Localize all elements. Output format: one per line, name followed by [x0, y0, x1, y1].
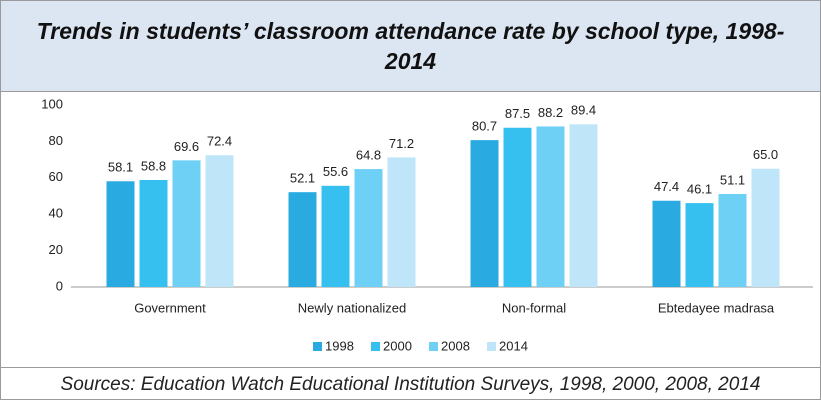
legend-swatch: [313, 342, 322, 351]
data-label: 72.4: [207, 134, 232, 149]
chart-title: Trends in students’ classroom attendance…: [36, 18, 785, 74]
source: Sources: Education Watch Educational Ins…: [1, 367, 820, 399]
data-label: 47.4: [654, 179, 679, 194]
x-tick-label: Non-formal: [502, 300, 566, 315]
bar: [652, 200, 681, 287]
data-label: 80.7: [472, 119, 497, 134]
legend-label: 1998: [325, 338, 354, 353]
bar: [718, 193, 747, 287]
legend-label: 2000: [383, 338, 412, 353]
y-tick-label: 20: [49, 242, 63, 257]
data-label: 64.8: [356, 148, 381, 163]
data-label: 52.1: [290, 171, 315, 186]
bar: [387, 157, 416, 287]
data-label: 65.0: [753, 147, 778, 162]
data-label: 51.1: [720, 172, 745, 187]
bar: [536, 126, 565, 287]
x-tick-label: Ebtedayee madrasa: [658, 300, 775, 315]
legend-label: 2014: [499, 338, 528, 353]
data-label: 58.1: [108, 160, 133, 175]
y-tick-label: 100: [41, 96, 63, 111]
bar: [751, 168, 780, 287]
legend-swatch: [429, 342, 438, 351]
x-tick-label: Newly nationalized: [298, 300, 406, 315]
title-box: Trends in students’ classroom attendance…: [1, 1, 820, 92]
bar: [288, 192, 317, 287]
legend-swatch: [371, 342, 380, 351]
y-tick-label: 60: [49, 169, 63, 184]
y-tick-label: 0: [56, 278, 63, 293]
data-label: 46.1: [687, 182, 712, 197]
bar: [321, 185, 350, 287]
x-tick-label: Government: [134, 300, 206, 315]
data-label: 87.5: [505, 106, 530, 121]
bar: [172, 160, 201, 287]
bar: [205, 155, 234, 287]
bar: [569, 124, 598, 288]
bar: [106, 181, 135, 287]
bar: [139, 179, 168, 287]
y-tick-label: 40: [49, 206, 63, 221]
data-label: 88.2: [538, 105, 563, 120]
chart: 0 20 40 60 80 100 Government 58.1 58.8 69.6 72.4 Ne…: [41, 96, 813, 353]
legend-label: 2008: [441, 338, 470, 353]
bar: [685, 203, 714, 287]
data-label: 55.6: [323, 164, 348, 179]
data-label: 69.6: [174, 139, 199, 154]
bar: [470, 140, 499, 287]
bar: [354, 169, 383, 287]
y-tick-label: 80: [49, 133, 63, 148]
legend-swatch: [487, 342, 496, 351]
data-label: 89.4: [571, 103, 596, 118]
data-label: 58.8: [141, 158, 166, 173]
bar: [503, 127, 532, 287]
data-label: 71.2: [389, 136, 414, 151]
